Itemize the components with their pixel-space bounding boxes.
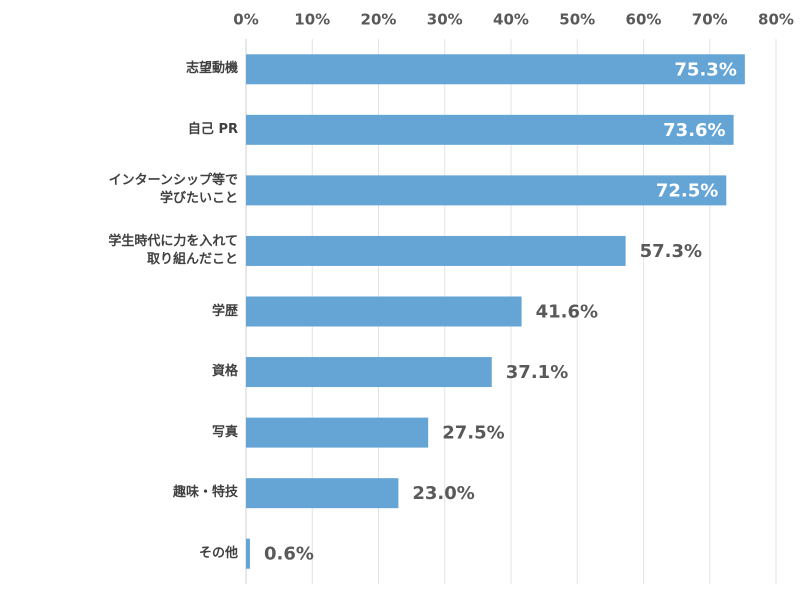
category-label: 写真 — [211, 424, 238, 440]
value-label: 37.1% — [506, 362, 568, 383]
x-tick-label: 20% — [361, 11, 397, 29]
bar — [246, 114, 734, 145]
x-tick-label: 10% — [294, 11, 330, 29]
x-tick-label: 50% — [559, 11, 595, 29]
x-tick-label: 40% — [493, 11, 529, 29]
value-label: 73.6% — [663, 120, 725, 141]
bar — [246, 235, 626, 266]
value-label: 0.6% — [264, 544, 314, 565]
bar — [246, 175, 727, 206]
bar — [246, 478, 399, 509]
x-tick-label: 0% — [233, 11, 258, 29]
bar — [246, 538, 250, 569]
category-label: 学歴 — [211, 303, 238, 319]
category-label: インターンシップ等で 学びたいこと — [108, 173, 238, 207]
x-tick-label: 80% — [758, 11, 794, 29]
bar — [246, 357, 492, 388]
value-label: 23.0% — [412, 483, 474, 504]
category-label: 自己 PR — [187, 121, 238, 137]
category-label: 学生時代に力を入れて 取り組んだこと — [108, 233, 238, 267]
category-label: その他 — [198, 545, 238, 561]
category-label: 志望動機 — [185, 61, 238, 77]
value-label: 27.5% — [442, 423, 504, 444]
value-label: 41.6% — [536, 302, 598, 323]
bar — [246, 54, 745, 85]
bar — [246, 296, 522, 327]
category-label: 資格 — [211, 364, 238, 380]
value-label: 57.3% — [640, 241, 702, 262]
x-tick-label: 30% — [427, 11, 463, 29]
x-tick-label: 70% — [692, 11, 728, 29]
bar — [246, 417, 429, 448]
value-label: 75.3% — [674, 59, 736, 80]
value-label: 72.5% — [656, 180, 718, 201]
category-label: 趣味・特技 — [172, 485, 238, 501]
x-tick-label: 60% — [626, 11, 662, 29]
